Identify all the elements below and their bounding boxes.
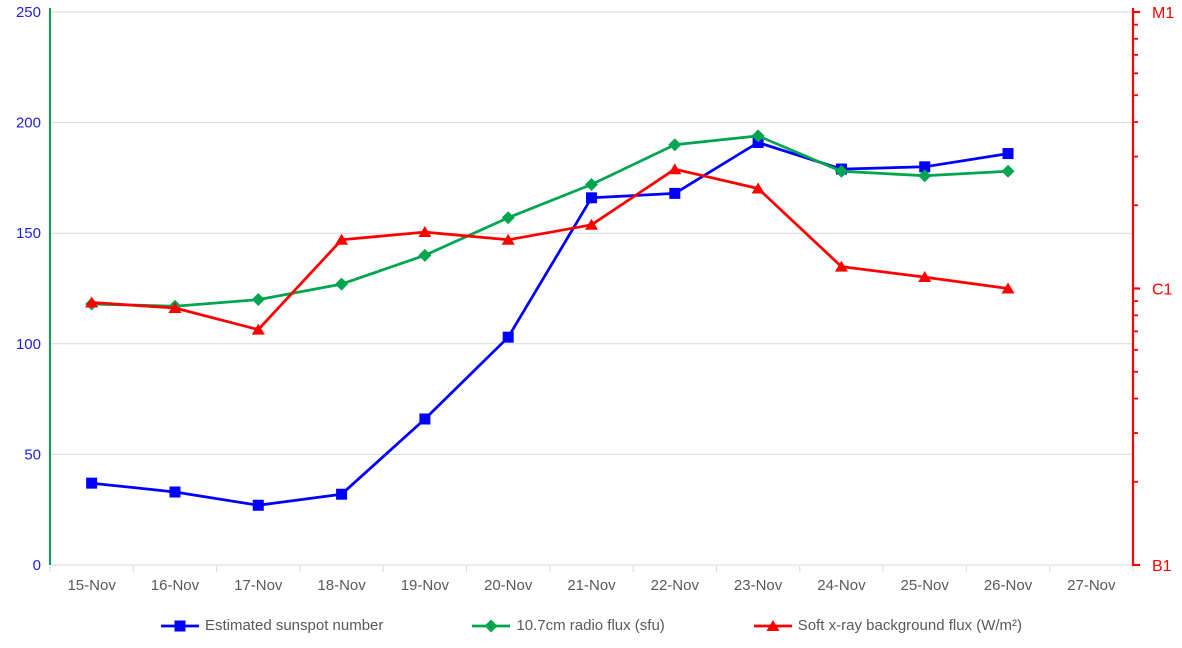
x-axis-label: 24-Nov <box>817 577 866 594</box>
data-point-marker <box>418 248 432 262</box>
data-point-marker <box>336 488 348 500</box>
series-triangle <box>85 163 1015 335</box>
x-axis-label: 18-Nov <box>317 577 366 594</box>
data-point-marker <box>919 161 931 173</box>
x-axis-label: 15-Nov <box>67 577 116 594</box>
data-point-marker <box>668 138 682 152</box>
left-axis-tick-label: 150 <box>16 225 41 242</box>
data-point-marker <box>918 271 932 283</box>
series-line <box>91 141 1009 507</box>
data-point-marker <box>169 486 181 498</box>
series-line <box>91 134 1009 308</box>
data-point-marker <box>834 164 848 178</box>
data-point-marker <box>751 182 765 194</box>
data-point-marker <box>501 211 515 225</box>
data-point-marker <box>586 192 597 204</box>
left-axis-tick-label: 0 <box>33 557 41 574</box>
data-point-marker <box>252 499 264 511</box>
x-axis-label: 23-Nov <box>734 577 783 594</box>
data-point-marker <box>86 477 98 489</box>
legend-item: Soft x-ray background flux (W/m²) <box>753 617 1022 634</box>
data-point-marker <box>1001 164 1015 178</box>
series-line <box>91 167 1009 331</box>
x-axis-label: 16-Nov <box>151 577 200 594</box>
data-point-marker <box>766 619 780 631</box>
data-point-marker <box>418 226 432 238</box>
data-point-marker <box>751 129 765 143</box>
right-axis-tick-label: C1 <box>1152 282 1173 299</box>
x-axis-label: 19-Nov <box>401 577 450 594</box>
x-axis-label: 26-Nov <box>984 577 1033 594</box>
data-point-marker <box>174 620 186 631</box>
legend: Estimated sunspot number 10.7cm radio flu… <box>0 617 1182 634</box>
right-axis-tick-label: M1 <box>1152 5 1174 22</box>
legend-label: Soft x-ray background flux (W/m²) <box>797 617 1023 634</box>
x-axis-label: 21-Nov <box>567 577 616 594</box>
data-point-marker <box>168 302 182 314</box>
x-axis-label: 22-Nov <box>651 577 700 594</box>
legend-item: 10.7cm radio flux (sfu) <box>471 617 665 634</box>
legend-marker-square-icon <box>160 620 199 631</box>
line-chart: 0 50 100 150 200 250 B1 C1 M1 15-Nov 16-Nov 17-Nov 1… <box>16 4 1174 594</box>
x-axis-label: 20-Nov <box>484 577 533 594</box>
data-point-marker <box>585 178 598 192</box>
data-point-marker <box>419 413 431 425</box>
data-point-marker <box>85 296 99 308</box>
left-axis-tick-label: 250 <box>16 4 41 21</box>
legend-label: 10.7cm radio flux (sfu) <box>516 617 665 634</box>
right-axis-tick-label: B1 <box>1152 558 1172 575</box>
data-point-marker <box>251 293 265 307</box>
data-point-marker <box>502 331 514 343</box>
data-point-marker <box>669 187 681 199</box>
data-point-marker <box>834 260 848 272</box>
data-point-marker <box>501 233 515 245</box>
data-point-marker <box>752 137 764 149</box>
left-axis-tick-label: 50 <box>24 446 41 463</box>
legend-marker-diamond-icon <box>472 619 511 632</box>
legend-label: Estimated sunspot number <box>204 617 384 634</box>
x-axis-label: 25-Nov <box>901 577 950 594</box>
data-point-marker <box>335 277 349 291</box>
data-point-marker <box>918 169 932 183</box>
legend-marker-triangle-icon <box>753 619 792 631</box>
data-point-marker <box>484 619 498 632</box>
data-point-marker <box>1001 282 1015 294</box>
legend-item: Estimated sunspot number <box>160 617 383 634</box>
data-point-marker <box>251 323 265 335</box>
data-point-marker <box>668 163 682 175</box>
x-axis-label: 17-Nov <box>234 577 283 594</box>
left-axis-tick-label: 200 <box>16 115 41 132</box>
x-axis-label: 27-Nov <box>1067 577 1116 594</box>
data-point-marker <box>335 233 349 245</box>
series-diamond <box>85 129 1015 313</box>
data-point-marker <box>1002 148 1014 160</box>
left-axis-tick-label: 100 <box>16 336 41 353</box>
data-point-marker <box>585 218 598 230</box>
